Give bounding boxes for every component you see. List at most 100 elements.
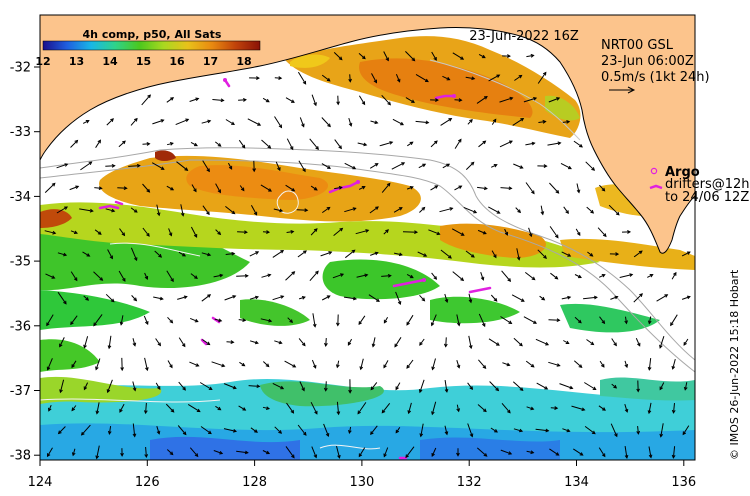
current-vector-arrow [395, 74, 401, 82]
current-vector-head [302, 431, 307, 436]
current-vector-head [120, 452, 124, 457]
current-vector-arrow [671, 272, 677, 280]
current-vector-head [207, 294, 212, 298]
current-vector-arrow [215, 405, 221, 411]
current-vector-head [433, 276, 438, 280]
current-vector-head [374, 251, 379, 256]
current-vector-arrow [684, 382, 688, 390]
current-vector-arrow [504, 228, 508, 236]
current-vector-head [556, 363, 561, 367]
current-vector-arrow [500, 316, 512, 324]
current-vector-arrow [250, 427, 258, 433]
current-vector-head [394, 343, 398, 348]
current-vector-head [507, 409, 511, 414]
current-vector-arrow [323, 423, 329, 437]
current-vector-arrow [344, 249, 356, 259]
current-vector-arrow [511, 294, 525, 302]
current-vector-head [265, 406, 271, 410]
current-vector-arrow [463, 206, 477, 214]
current-vector-arrow [95, 358, 101, 370]
current-vector-head [206, 168, 210, 173]
current-vector-head [470, 254, 475, 258]
current-vector-head [136, 163, 141, 168]
current-vector-head [446, 163, 451, 168]
current-vector-head [495, 387, 500, 392]
current-vector-head [314, 410, 318, 415]
current-vector-head [508, 140, 513, 144]
current-vector-head [458, 185, 463, 189]
current-vector-head [290, 230, 295, 234]
current-vector-arrow [105, 293, 115, 303]
current-vector-arrow [561, 251, 571, 257]
current-vector-head [169, 142, 174, 146]
argo-float-marker [422, 278, 426, 282]
current-vector-head [434, 140, 438, 145]
current-vector-head [218, 318, 223, 323]
current-vector-head [407, 410, 412, 415]
current-vector-arrow [525, 142, 535, 146]
colorbar-tick-label: 12 [35, 55, 50, 68]
current-vector-arrow [132, 381, 136, 391]
current-vector-head [291, 454, 295, 459]
current-vector-arrow [428, 229, 440, 235]
current-vector-arrow [57, 291, 67, 305]
current-vector-head [544, 386, 549, 390]
argo-title: Argo [665, 165, 700, 180]
current-vector-head [277, 167, 281, 172]
current-vector-head [358, 321, 362, 326]
current-vector-arrow [523, 316, 537, 324]
current-vector-head [352, 165, 357, 170]
current-vector-head [328, 251, 333, 255]
current-vector-head [590, 341, 595, 346]
current-vector-head [671, 409, 676, 414]
current-vector-head [185, 118, 190, 123]
current-vector-arrow [417, 251, 427, 257]
current-vector-head [170, 97, 175, 101]
current-vector-arrow [178, 337, 186, 347]
current-vector-head [336, 411, 341, 416]
current-vector-arrow [369, 163, 379, 169]
current-vector-head [433, 56, 437, 61]
current-vector-arrow [321, 295, 331, 301]
current-vector-arrow [444, 380, 448, 392]
current-vector-arrow [106, 118, 114, 126]
current-vector-head [335, 322, 340, 327]
current-vector-arrow [477, 404, 487, 412]
current-vector-head [509, 96, 514, 101]
current-vector-arrow [648, 316, 652, 324]
current-vector-arrow [168, 228, 172, 236]
current-vector-head [602, 233, 607, 238]
current-vector-head [614, 433, 618, 438]
current-vector-head [422, 163, 427, 168]
current-vector-head [409, 274, 414, 279]
current-vector-arrow [262, 450, 270, 454]
colorbar: 4h comp, p50, All Sats 12 13 14 15 16 17 18 [35, 28, 261, 68]
current-vector-arrow [656, 294, 668, 302]
current-vector-arrow [358, 447, 366, 457]
current-vector-arrow [574, 274, 582, 278]
current-vector-head [278, 340, 283, 345]
current-vector-head [301, 296, 306, 300]
current-vector-arrow [357, 142, 367, 146]
current-vector-head [530, 450, 535, 455]
current-vector-arrow [309, 138, 319, 150]
current-vector-arrow [142, 183, 150, 193]
current-vector-head [110, 118, 114, 122]
current-vector-arrow [236, 450, 248, 454]
current-vector-head [460, 277, 465, 282]
current-vector-arrow [538, 121, 546, 123]
current-vector-arrow [312, 313, 316, 327]
current-vector-head [363, 142, 368, 147]
current-vector-arrow [226, 341, 234, 343]
current-vector-head [492, 118, 497, 123]
current-vector-arrow [420, 423, 424, 437]
current-vector-head [398, 252, 403, 257]
current-vector-arrow [141, 94, 151, 106]
current-vector-head [302, 80, 307, 85]
current-vector-head [46, 322, 50, 327]
colorbar-tick-label: 16 [169, 55, 185, 68]
current-vector-arrow [648, 402, 652, 414]
current-vector-head [291, 271, 296, 275]
current-vector-head [516, 256, 521, 261]
current-vector-arrow [298, 160, 306, 172]
